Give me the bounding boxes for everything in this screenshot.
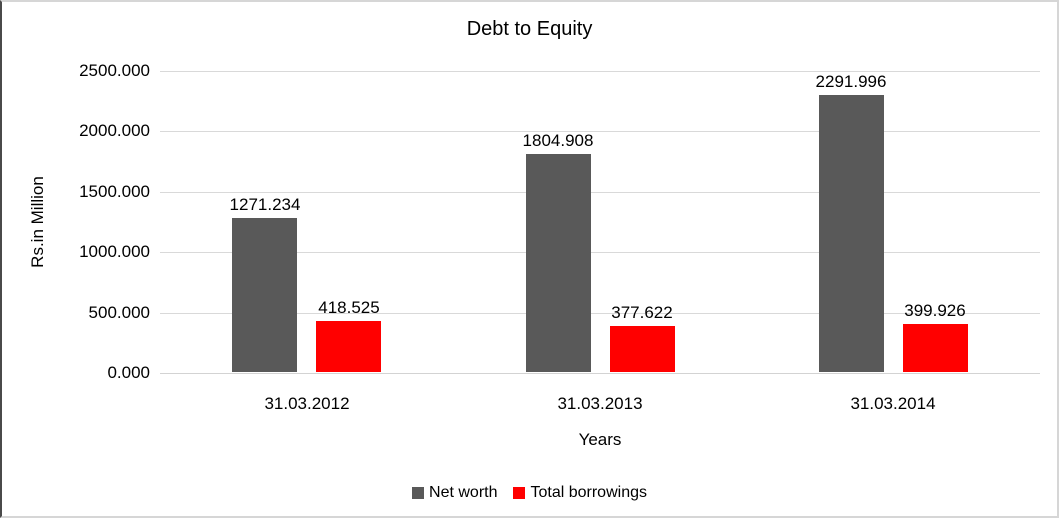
bar-total-borrowings bbox=[903, 324, 968, 372]
gridline bbox=[160, 313, 1040, 314]
x-category-label: 31.03.2012 bbox=[264, 394, 350, 413]
bar-value-label: 2291.996 bbox=[815, 72, 887, 91]
bar-net-worth bbox=[232, 218, 297, 372]
y-tick-label: 2000.000 bbox=[79, 121, 150, 140]
bar-value-label: 377.622 bbox=[611, 303, 673, 322]
legend-item-total-borrowings: Total borrowings bbox=[513, 484, 647, 502]
legend-swatch bbox=[513, 487, 526, 499]
chart-title: Debt to Equity bbox=[466, 18, 593, 40]
legend-label: Net worth bbox=[429, 484, 498, 501]
legend-swatch bbox=[412, 487, 425, 499]
gridline bbox=[160, 252, 1040, 253]
x-axis-line bbox=[160, 373, 1040, 374]
y-tick-label: 2500.000 bbox=[79, 61, 150, 80]
legend-label: Total borrowings bbox=[530, 484, 647, 501]
x-category-label: 31.03.2014 bbox=[850, 394, 936, 413]
bar-net-worth bbox=[819, 95, 884, 372]
bar-net-worth bbox=[526, 154, 591, 372]
gridline bbox=[160, 192, 1040, 193]
bar-value-label: 1271.234 bbox=[229, 195, 301, 214]
x-category-label: 31.03.2013 bbox=[557, 394, 643, 413]
gridline bbox=[160, 71, 1040, 72]
y-tick-label: 1500.000 bbox=[79, 182, 150, 201]
y-tick-label: 0.000 bbox=[107, 363, 150, 382]
bar-value-label: 1804.908 bbox=[522, 131, 594, 150]
plot-area: 1271.234 1804.908 2291.996 418.525 377.622 39… bbox=[160, 71, 1040, 374]
y-tick-label: 1000.000 bbox=[79, 242, 150, 261]
gridline bbox=[160, 131, 1040, 132]
y-tick-label: 500.000 bbox=[88, 303, 150, 322]
bar-value-label: 399.926 bbox=[904, 301, 966, 320]
legend: Net worth Total borrowings bbox=[2, 484, 1057, 502]
legend-item-net-worth: Net worth bbox=[412, 484, 497, 502]
x-axis-title: Years bbox=[578, 430, 622, 449]
bar-total-borrowings bbox=[316, 321, 381, 372]
bar-total-borrowings bbox=[610, 326, 675, 372]
bar-value-label: 418.525 bbox=[318, 298, 380, 317]
